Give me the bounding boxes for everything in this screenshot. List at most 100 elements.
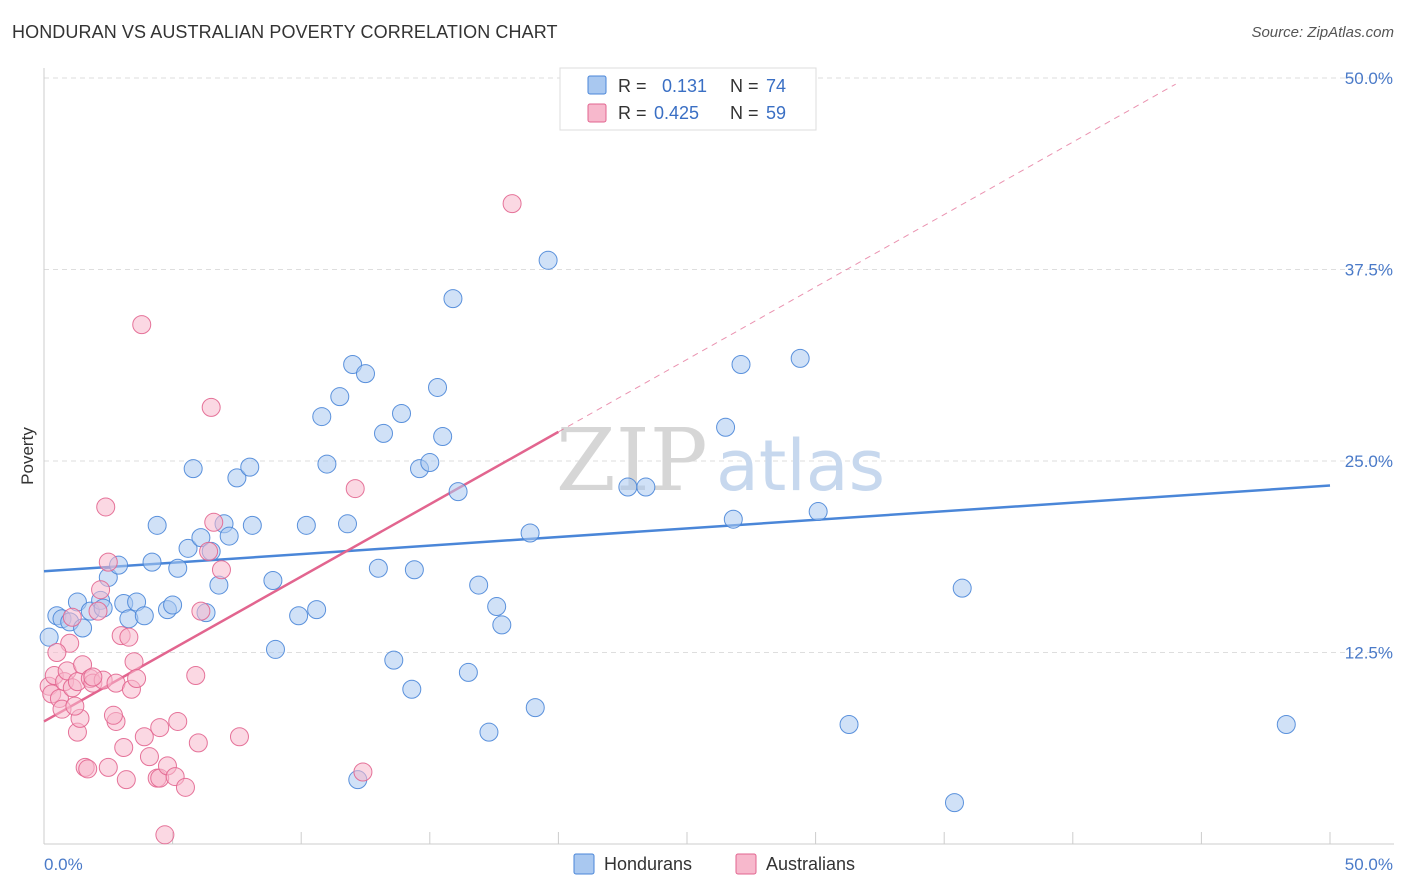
australian-point [114, 737, 134, 757]
gridlines [44, 77, 1394, 653]
honduran-point [402, 679, 422, 699]
honduran-point [265, 639, 285, 659]
y-tick-label: 25.0% [1345, 452, 1393, 471]
watermark: ZIP atlas [556, 411, 885, 511]
x-tick-label-max: 50.0% [1345, 855, 1393, 874]
honduran-point [317, 454, 337, 474]
honduran-point [458, 662, 478, 682]
honduran-point [790, 348, 810, 368]
australians-points [39, 194, 522, 845]
australian-point [65, 696, 85, 716]
australian-point [96, 497, 116, 517]
australian-point [83, 667, 103, 687]
n-label-australians: N = [730, 103, 759, 123]
legend-swatch-hondurans [573, 853, 595, 875]
honduran-point [525, 698, 545, 718]
australian-point [134, 727, 154, 747]
honduran-point [337, 514, 357, 534]
honduran-point [433, 426, 453, 446]
honduran-point [716, 417, 736, 437]
honduran-point [330, 387, 350, 407]
australian-point [103, 705, 123, 725]
australian-point [98, 757, 118, 777]
australian-point [199, 541, 219, 561]
australian-point [116, 770, 136, 790]
honduran-point [839, 715, 859, 735]
y-tick-labels: 12.5% 25.0% 37.5% 50.0% [1345, 69, 1393, 663]
honduran-point [723, 509, 743, 529]
hondurans-points [39, 250, 1296, 813]
australian-point [201, 397, 221, 417]
series-legend: Hondurans Australians [573, 853, 855, 875]
y-tick-label: 12.5% [1345, 644, 1393, 663]
y-tick-label: 50.0% [1345, 69, 1393, 88]
australian-point [150, 718, 170, 738]
watermark-zip: ZIP [556, 411, 708, 511]
legend-label-hondurans: Hondurans [604, 854, 692, 874]
honduran-point [538, 250, 558, 270]
honduran-point [356, 364, 375, 384]
trend-lines [43, 83, 1331, 723]
honduran-point [492, 615, 512, 635]
australian-point [204, 512, 224, 532]
x-tick-label-min: 0.0% [44, 855, 83, 874]
hondurans-trend-line [43, 484, 1331, 573]
australian-point [168, 711, 188, 731]
honduran-point [368, 558, 388, 578]
honduran-point [168, 558, 188, 578]
honduran-point [39, 627, 59, 647]
australian-point [132, 315, 152, 335]
hondurans-swatch [587, 75, 607, 95]
honduran-point [392, 404, 412, 424]
honduran-point [289, 606, 309, 626]
source-credit: Source: ZipAtlas.com [1251, 24, 1394, 41]
r-label-hondurans: R = [618, 76, 647, 96]
honduran-point [731, 354, 751, 374]
y-axis-label: Poverty [18, 427, 37, 485]
honduran-point [469, 575, 489, 595]
r-value-australians: 0.425 [654, 103, 699, 123]
honduran-point [1276, 715, 1296, 735]
australian-point [345, 479, 365, 499]
honduran-point [312, 407, 332, 427]
honduran-point [242, 515, 262, 535]
honduran-point [183, 459, 203, 479]
honduran-point [428, 377, 448, 397]
australian-point [127, 669, 147, 689]
honduran-point [487, 597, 507, 617]
honduran-point [374, 423, 394, 443]
australian-point [353, 762, 373, 782]
honduran-point [142, 552, 162, 572]
honduran-point [134, 606, 154, 626]
australian-point [47, 643, 67, 662]
honduran-point [240, 457, 260, 477]
honduran-point [263, 570, 283, 590]
honduran-point [448, 482, 468, 502]
n-value-australians: 59 [766, 103, 786, 123]
honduran-point [420, 453, 440, 473]
stats-legend: R = 0.131 N = 74 R = 0.425 N = 59 [559, 67, 817, 131]
honduran-point [227, 468, 247, 488]
honduran-point [343, 354, 363, 374]
australian-point [60, 633, 80, 653]
honduran-point [944, 793, 964, 813]
n-label-hondurans: N = [730, 76, 759, 96]
australian-point [211, 560, 231, 580]
honduran-point [219, 526, 239, 546]
australian-point [88, 601, 108, 621]
watermark-atlas: atlas [716, 425, 885, 507]
australian-point [62, 607, 82, 627]
australian-point [139, 747, 159, 767]
honduran-point [520, 523, 540, 543]
honduran-point [404, 560, 424, 580]
honduran-point [479, 722, 499, 742]
australian-point [155, 825, 175, 845]
n-value-hondurans: 74 [766, 76, 786, 96]
honduran-point [163, 595, 183, 615]
australian-point [78, 759, 98, 779]
australian-point [191, 601, 211, 621]
honduran-point [618, 477, 638, 497]
x-tick-marks [43, 832, 1331, 844]
australian-point [229, 727, 249, 747]
r-value-hondurans: 0.131 [662, 76, 707, 96]
